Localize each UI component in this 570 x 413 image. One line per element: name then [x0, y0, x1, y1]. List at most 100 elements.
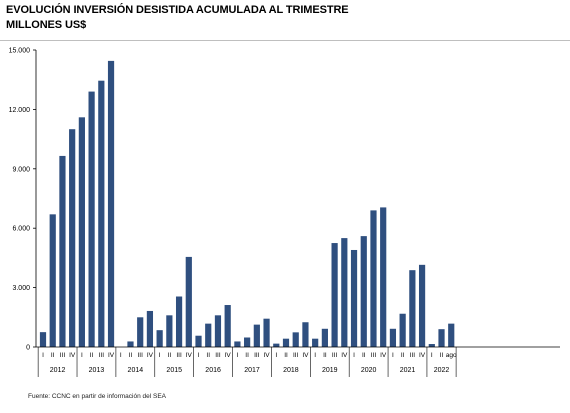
- bar: [146, 310, 154, 347]
- bar: [302, 322, 309, 347]
- x-tick-label: I: [81, 352, 83, 359]
- x-tick-label: III: [410, 352, 416, 359]
- bar: [409, 270, 416, 347]
- bar: [98, 80, 105, 347]
- bar: [321, 328, 328, 347]
- x-tick-label: II: [440, 352, 444, 359]
- x-tick-label: II: [362, 352, 366, 359]
- bar: [175, 296, 183, 347]
- bar: [389, 328, 397, 347]
- x-tick-label: II: [129, 352, 133, 359]
- bar: [312, 338, 319, 347]
- x-tick-label: III: [254, 352, 260, 359]
- x-tick-label: II: [90, 352, 94, 359]
- bar: [107, 60, 115, 347]
- x-tick-label: II: [323, 352, 327, 359]
- bar: [341, 238, 348, 347]
- year-group-label: 2021: [400, 367, 416, 374]
- bar: [282, 338, 290, 347]
- x-tick-label: III: [137, 352, 143, 359]
- x-tick-label: II: [51, 352, 55, 359]
- x-tick-label: IV: [225, 352, 232, 359]
- year-group-label: 2015: [166, 367, 182, 374]
- x-tick-label: I: [392, 352, 394, 359]
- bar: [428, 344, 435, 347]
- y-tick-label: 15.000: [9, 48, 31, 55]
- year-group-label: 2020: [361, 367, 377, 374]
- source-note: Fuente: CCNC en partir de información de…: [28, 393, 167, 400]
- bar: [166, 315, 173, 347]
- bar: [370, 210, 377, 347]
- x-tick-label: IV: [419, 352, 426, 359]
- bar: [253, 324, 260, 347]
- bar: [292, 332, 299, 347]
- x-tick-label: III: [99, 352, 105, 359]
- bar: [195, 335, 202, 347]
- x-tick-label: I: [198, 352, 200, 359]
- year-group-label: 2017: [244, 367, 260, 374]
- bar: [360, 236, 367, 347]
- x-tick-label: IV: [108, 352, 115, 359]
- x-tick-label: IV: [69, 352, 76, 359]
- bar: [156, 330, 163, 347]
- bar: [244, 337, 251, 347]
- x-tick-label: II: [245, 352, 249, 359]
- bar: [448, 323, 455, 347]
- x-tick-label: I: [159, 352, 161, 359]
- x-tick-label: III: [215, 352, 221, 359]
- bar: [39, 332, 47, 347]
- x-tick-label: ago: [446, 352, 457, 359]
- year-group-label: 2022: [434, 367, 450, 374]
- bar: [273, 343, 280, 347]
- year-group-label: 2013: [89, 367, 105, 374]
- x-tick-label: II: [168, 352, 172, 359]
- x-tick-label: II: [284, 352, 288, 359]
- bar: [78, 117, 85, 347]
- bar: [438, 329, 445, 347]
- x-axis: I II III IV I II III IV I II III IV I II III IV I II III IV…: [36, 346, 560, 377]
- x-tick-label: III: [332, 352, 338, 359]
- x-tick-label: II: [206, 352, 210, 359]
- x-tick-label: I: [236, 352, 238, 359]
- x-tick-label: I: [431, 352, 433, 359]
- x-tick-label: IV: [147, 352, 154, 359]
- y-tick-label: 0: [26, 345, 30, 352]
- x-tick-label: III: [60, 352, 66, 359]
- bar: [137, 317, 144, 347]
- x-tick-label: III: [176, 352, 182, 359]
- bar: [69, 129, 76, 347]
- x-tick-label: II: [401, 352, 405, 359]
- title-divider: [0, 40, 570, 41]
- year-group-label: 2019: [322, 367, 338, 374]
- year-group-label: 2016: [205, 367, 221, 374]
- bar: [399, 313, 406, 347]
- x-tick-label: IV: [302, 352, 309, 359]
- y-tick-label: 12.000: [9, 107, 31, 114]
- y-tick-label: 6.000: [12, 226, 30, 233]
- chart-subtitle: MILLONES US$: [6, 19, 87, 31]
- bar: [224, 305, 231, 347]
- y-tick-label: 9.000: [12, 166, 30, 173]
- x-tick-label: IV: [186, 352, 193, 359]
- chart-title: EVOLUCIÓN INVERSIÓN DESISTIDA ACUMULADA …: [6, 4, 349, 16]
- bar: [49, 214, 56, 347]
- bar: [59, 155, 66, 347]
- year-group-label: 2018: [283, 367, 299, 374]
- x-tick-label: I: [314, 352, 316, 359]
- bar: [205, 323, 212, 347]
- x-tick-label: III: [371, 352, 377, 359]
- bar: [234, 341, 241, 347]
- bar: [380, 207, 387, 347]
- x-tick-label: I: [42, 352, 44, 359]
- bar: [88, 91, 95, 347]
- bar: [331, 243, 338, 347]
- x-tick-label: IV: [263, 352, 270, 359]
- x-tick-label: I: [353, 352, 355, 359]
- x-tick-label: I: [275, 352, 277, 359]
- bar: [214, 315, 222, 347]
- x-tick-label: IV: [341, 352, 348, 359]
- bar: [418, 264, 426, 347]
- bar: [350, 249, 358, 347]
- y-axis: 0 3.000 6.000 9.000 12.000 15.000: [9, 48, 37, 352]
